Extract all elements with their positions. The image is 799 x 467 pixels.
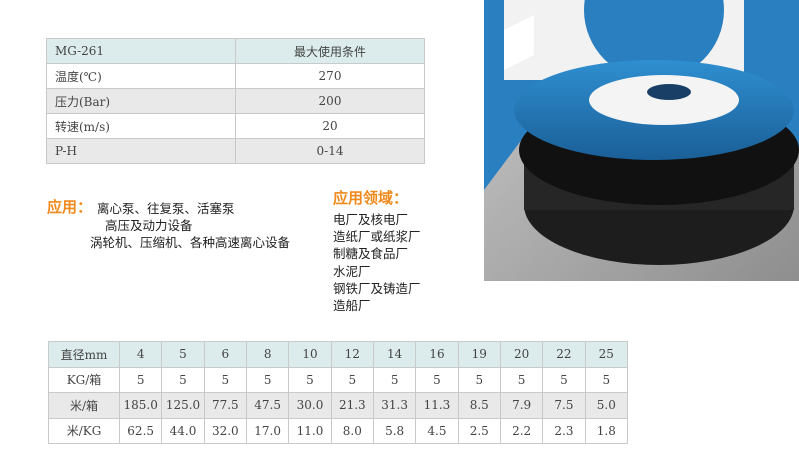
field-item: 造纸厂或纸浆厂 [333, 229, 421, 245]
field-item: 电厂及核电厂 [333, 212, 409, 227]
table-cell: 5 [457, 366, 501, 393]
table-cell: 转速(m/s) [46, 113, 236, 139]
table-cell: 5 [118, 366, 163, 393]
table-cell: 7.9 [499, 392, 544, 419]
table-cell: 5 [288, 366, 332, 393]
header-row: MG-261 最大使用条件 [46, 38, 425, 64]
table-cell: 5 [245, 366, 290, 393]
table-cell: 5 [203, 366, 247, 393]
table-cell: 17.0 [245, 417, 290, 444]
table-row: 压力(Bar) 200 [46, 88, 425, 114]
header-cell: MG-261 [46, 38, 236, 64]
table-cell: 270 [235, 63, 425, 89]
table-cell: 0-14 [235, 138, 425, 164]
fields-title: 应用领域： [333, 189, 409, 207]
header-cell: 直径mm [48, 341, 120, 368]
header-cell: 19 [457, 341, 501, 368]
table-cell: 200 [235, 88, 425, 114]
table-cell: 5 [372, 366, 417, 393]
table-cell: 5 [161, 366, 205, 393]
table-cell: 125.0 [161, 392, 205, 419]
size-table: 直径mm 4 5 6 8 10 12 14 16 19 20 22 25 KG/箱 5 5 5 5 5 5 5 5 5 5 5 5… [48, 341, 629, 444]
header-cell: 16 [415, 341, 459, 368]
table-cell: 温度(℃) [46, 63, 236, 89]
header-cell: 8 [245, 341, 290, 368]
table-cell: 5.0 [584, 392, 629, 419]
table-cell: 1.8 [584, 417, 629, 444]
application-line: 高压及动力设备 [105, 218, 193, 233]
header-cell: 25 [584, 341, 629, 368]
application-line: 离心泵、往复泵、活塞泵 [97, 201, 235, 216]
table-cell: KG/箱 [48, 366, 120, 393]
field-item: 水泥厂 [333, 263, 371, 279]
table-row: 温度(℃) 270 [46, 63, 425, 89]
table-cell: 30.0 [288, 392, 332, 419]
header-cell: 6 [203, 341, 247, 368]
table-cell: 5 [330, 366, 374, 393]
spec-table: MG-261 最大使用条件 温度(℃) 270 压力(Bar) 200 转速(m/s) 20 P… [46, 38, 425, 164]
table-cell: 4.5 [415, 417, 459, 444]
table-cell: 47.5 [245, 392, 290, 419]
applications-label: 应用： [47, 198, 93, 216]
table-row: 转速(m/s) 20 [46, 113, 425, 139]
table-cell: 5.8 [372, 417, 417, 444]
table-cell: 185.0 [118, 392, 163, 419]
header-cell: 4 [118, 341, 163, 368]
table-cell: 31.3 [372, 392, 417, 419]
table-cell: 77.5 [203, 392, 247, 419]
table-cell: 5 [415, 366, 459, 393]
table-row: 米/KG 62.5 44.0 32.0 17.0 11.0 8.0 5.8 4.5 2.5 2.2 2… [48, 417, 629, 444]
header-cell: 10 [288, 341, 332, 368]
header-cell: 最大使用条件 [235, 38, 425, 64]
table-cell: 5 [584, 366, 629, 393]
table-cell: P-H [46, 138, 236, 164]
table-cell: 5 [542, 366, 586, 393]
table-row: 米/箱 185.0 125.0 77.5 47.5 30.0 21.3 31.3 11.3 8.5… [48, 392, 629, 419]
field-item: 制糖及食品厂 [333, 246, 409, 262]
table-cell: 2.3 [542, 417, 586, 444]
table-cell: 44.0 [161, 417, 205, 444]
table-cell: 21.3 [330, 392, 374, 419]
table-cell: 11.0 [288, 417, 332, 444]
field-item: 钢铁厂及铸造厂 [333, 280, 421, 296]
product-photo [484, 0, 799, 281]
table-row: KG/箱 5 5 5 5 5 5 5 5 5 5 5 5 [48, 366, 629, 393]
field-item: 造船厂 [333, 298, 371, 313]
table-cell: 压力(Bar) [46, 88, 236, 114]
header-cell: 20 [499, 341, 544, 368]
table-cell: 32.0 [203, 417, 247, 444]
table-cell: 米/箱 [48, 392, 120, 419]
table-cell: 2.5 [457, 417, 501, 444]
table-cell: 7.5 [542, 392, 586, 419]
header-cell: 14 [372, 341, 417, 368]
table-cell: 11.3 [415, 392, 459, 419]
table-cell: 5 [499, 366, 544, 393]
application-line: 涡轮机、压缩机、各种高速离心设备 [90, 235, 291, 250]
header-row: 直径mm 4 5 6 8 10 12 14 16 19 20 22 25 [48, 341, 629, 368]
table-row: P-H 0-14 [46, 138, 425, 164]
table-cell: 2.2 [499, 417, 544, 444]
table-cell: 62.5 [118, 417, 163, 444]
table-cell: 8.5 [457, 392, 501, 419]
table-cell: 米/KG [48, 417, 120, 444]
table-cell: 8.0 [330, 417, 374, 444]
header-cell: 12 [330, 341, 374, 368]
table-cell: 20 [235, 113, 425, 139]
header-cell: 5 [161, 341, 205, 368]
header-cell: 22 [542, 341, 586, 368]
